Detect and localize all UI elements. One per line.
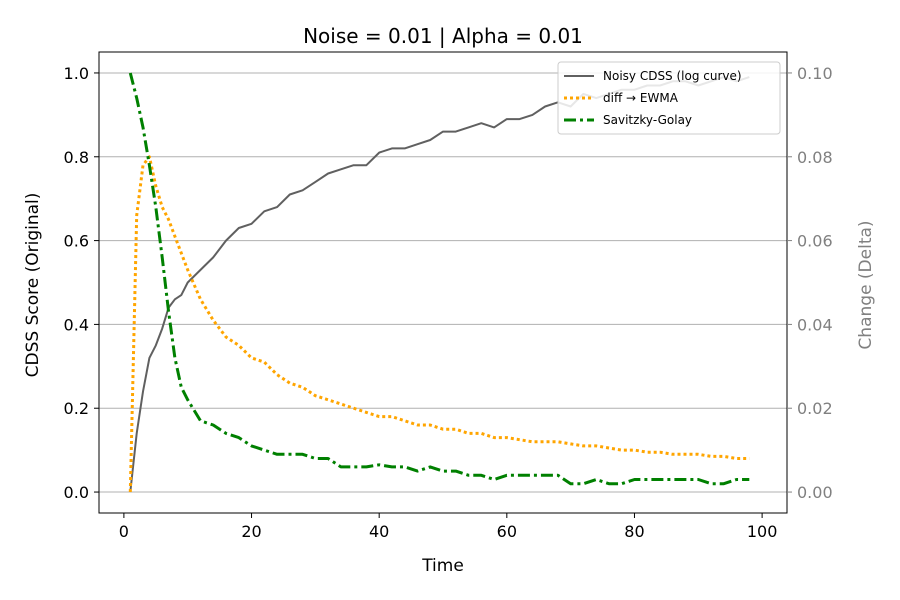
y-right-tick-label: 0.04 <box>797 315 833 334</box>
legend-label-savgol: Savitzky-Golay <box>603 113 692 127</box>
x-tick-label: 60 <box>497 522 517 541</box>
x-tick-label: 80 <box>624 522 644 541</box>
y-axis-left-label: CDSS Score (Original) <box>23 193 43 378</box>
y-right-tick-label: 0.00 <box>797 483 833 502</box>
y-left-tick-label: 0.8 <box>64 148 89 167</box>
series-line-savitzky-golay <box>128 72 750 486</box>
legend: Noisy CDSS (log curve) diff → EWMA Savit… <box>557 61 781 135</box>
axis-ticks: 0 20 40 60 80 100 0.0 0.2 0.4 0.6 0.8 1.0 0.00 0.02 0.… <box>64 64 833 541</box>
x-tick-label: 0 <box>119 522 129 541</box>
y-left-tick-label: 0.0 <box>64 483 89 502</box>
y-right-tick-label: 0.06 <box>797 232 833 251</box>
y-right-tick-label: 0.10 <box>797 64 833 83</box>
legend-label-noisy: Noisy CDSS (log curve) <box>603 69 742 83</box>
legend-box <box>557 61 781 135</box>
x-tick-label: 20 <box>241 522 261 541</box>
chart-title: Noise = 0.01 | Alpha = 0.01 <box>303 24 583 48</box>
y-axis-right-label: Change (Delta) <box>856 220 876 349</box>
y-left-tick-label: 0.6 <box>64 232 89 251</box>
series-line-diff-ewma <box>128 155 750 493</box>
x-tick-label: 40 <box>369 522 389 541</box>
x-axis-label: Time <box>421 556 464 576</box>
y-left-tick-label: 1.0 <box>64 64 89 83</box>
x-tick-label: 100 <box>747 522 778 541</box>
y-right-tick-label: 0.02 <box>797 399 833 418</box>
y-left-tick-label: 0.2 <box>64 399 89 418</box>
legend-label-ewma: diff → EWMA <box>603 91 679 105</box>
plot-frame <box>98 51 788 514</box>
y-left-tick-label: 0.4 <box>64 315 89 334</box>
y-right-tick-label: 0.08 <box>797 148 833 167</box>
